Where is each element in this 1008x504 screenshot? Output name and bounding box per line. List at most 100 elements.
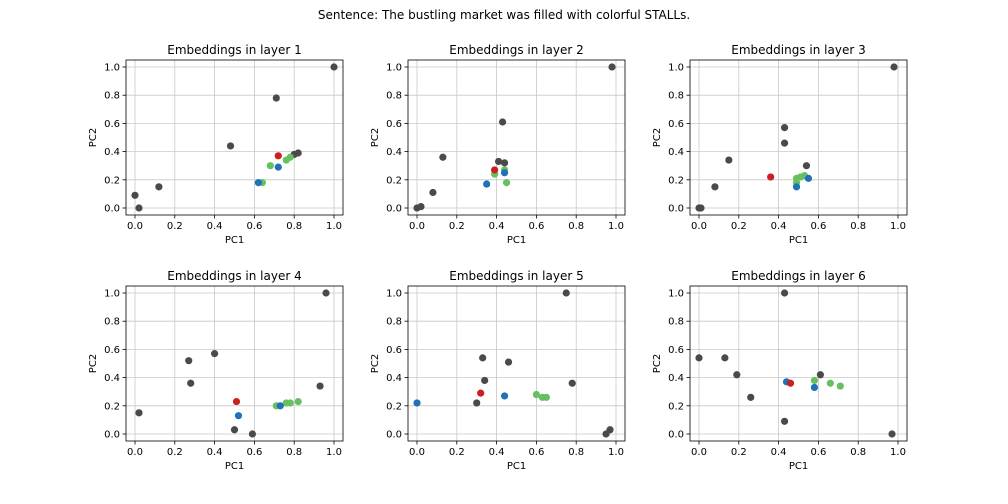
point-other: [725, 156, 733, 164]
subplot-title: Embeddings in layer 5: [449, 269, 583, 283]
x-tick-label: 0.6: [528, 221, 544, 232]
point-other: [294, 149, 302, 157]
point-green: [502, 179, 511, 187]
point-other: [481, 376, 489, 385]
point-other: [721, 354, 729, 362]
point-other: [780, 124, 789, 132]
point-other: [504, 358, 513, 366]
point-blue: [792, 183, 801, 191]
x-tick-label: 0.0: [691, 221, 707, 232]
y-tick-label: 0.4: [104, 373, 120, 384]
point-other: [711, 183, 719, 191]
point-other: [185, 357, 193, 365]
y-axis-label: PC2: [370, 354, 381, 373]
point-other: [747, 393, 755, 401]
x-tick-label: 1.0: [890, 221, 906, 232]
x-tick-label: 0.2: [167, 221, 183, 232]
x-tick-label: 0.4: [771, 221, 787, 232]
axes-frame: [689, 59, 908, 216]
point-green: [294, 397, 302, 406]
subplot-title: Embeddings in layer 6: [731, 269, 865, 283]
x-axis-label: PC1: [507, 461, 526, 472]
point-other: [562, 289, 570, 297]
y-tick-label: 0.4: [104, 147, 120, 158]
y-tick-label: 0.0: [386, 430, 402, 441]
point-other: [155, 183, 163, 191]
subplot-6: 0.0 0.2 0.4 0.6 0.8 1.0 0.0 0.2 0.4 0.6 0.8 1.0 Embe…: [652, 269, 908, 472]
x-tick-label: 0.0: [691, 447, 707, 458]
point-blue: [804, 174, 813, 182]
x-tick-label: 0.2: [167, 447, 183, 458]
point-red: [491, 166, 499, 174]
y-tick-label: 1.0: [104, 63, 120, 74]
y-tick-label: 0.2: [386, 401, 402, 412]
point-other: [135, 204, 143, 212]
x-tick-label: 1.0: [326, 447, 342, 458]
point-other: [429, 188, 437, 197]
point-blue: [483, 180, 491, 188]
x-tick-label: 0.6: [528, 447, 544, 458]
y-tick-label: 0.6: [104, 345, 120, 356]
y-tick-label: 0.6: [104, 119, 120, 130]
y-tick-label: 0.0: [104, 430, 120, 441]
point-other: [226, 142, 235, 150]
point-red: [232, 397, 241, 406]
x-axis-label: PC1: [789, 235, 808, 246]
point-red: [274, 152, 282, 160]
point-other: [568, 379, 576, 387]
point-other: [417, 202, 425, 211]
subplot-1: 0.0 0.2 0.4 0.6 0.8 1.0 0.0 0.2 0.4 0.6 0.8 1.0 Embe…: [88, 43, 344, 246]
y-tick-label: 0.6: [386, 119, 402, 130]
x-tick-label: 0.4: [771, 447, 787, 458]
x-tick-label: 0.0: [127, 221, 143, 232]
x-tick-label: 1.0: [890, 447, 906, 458]
x-tick-label: 0.8: [286, 447, 302, 458]
x-tick-label: 0.0: [409, 447, 425, 458]
x-axis-label: PC1: [225, 461, 244, 472]
x-axis-label: PC1: [225, 235, 244, 246]
point-blue: [500, 169, 509, 177]
point-other: [131, 191, 139, 199]
x-axis-label: PC1: [507, 235, 526, 246]
x-tick-label: 1.0: [608, 447, 624, 458]
x-tick-label: 0.4: [207, 221, 223, 232]
point-green: [266, 162, 274, 170]
x-tick-label: 0.8: [568, 221, 584, 232]
y-axis-label: PC2: [88, 354, 99, 373]
point-other: [500, 159, 509, 167]
y-tick-label: 0.4: [386, 373, 402, 384]
y-tick-label: 0.8: [668, 317, 684, 328]
y-tick-label: 0.0: [104, 204, 120, 215]
point-other: [330, 63, 338, 71]
point-other: [439, 153, 447, 161]
y-tick-label: 0.0: [668, 430, 684, 441]
x-tick-label: 0.6: [810, 221, 826, 232]
x-tick-label: 0.4: [489, 447, 505, 458]
axes-frame: [407, 285, 626, 442]
y-tick-label: 0.0: [668, 204, 684, 215]
point-green: [286, 399, 294, 407]
point-other: [733, 371, 741, 379]
point-other: [316, 382, 324, 390]
point-other: [230, 426, 239, 434]
y-tick-label: 0.8: [104, 91, 120, 102]
point-blue: [234, 412, 243, 420]
point-other: [473, 399, 481, 407]
point-green: [810, 376, 819, 385]
point-blue: [276, 402, 284, 410]
point-green: [826, 379, 834, 387]
axes-frame: [407, 59, 626, 216]
x-tick-label: 0.6: [246, 221, 262, 232]
point-other: [780, 139, 789, 147]
subplot-title: Embeddings in layer 4: [167, 269, 301, 283]
figure-title: Sentence: The bustling market was filled…: [317, 8, 691, 22]
x-tick-label: 1.0: [326, 221, 342, 232]
y-tick-label: 0.2: [668, 175, 684, 186]
point-other: [695, 354, 703, 362]
y-tick-label: 0.2: [386, 175, 402, 186]
y-tick-label: 0.4: [386, 147, 402, 158]
x-tick-label: 0.2: [731, 447, 747, 458]
axes-frame: [689, 285, 908, 442]
point-other: [494, 157, 503, 166]
